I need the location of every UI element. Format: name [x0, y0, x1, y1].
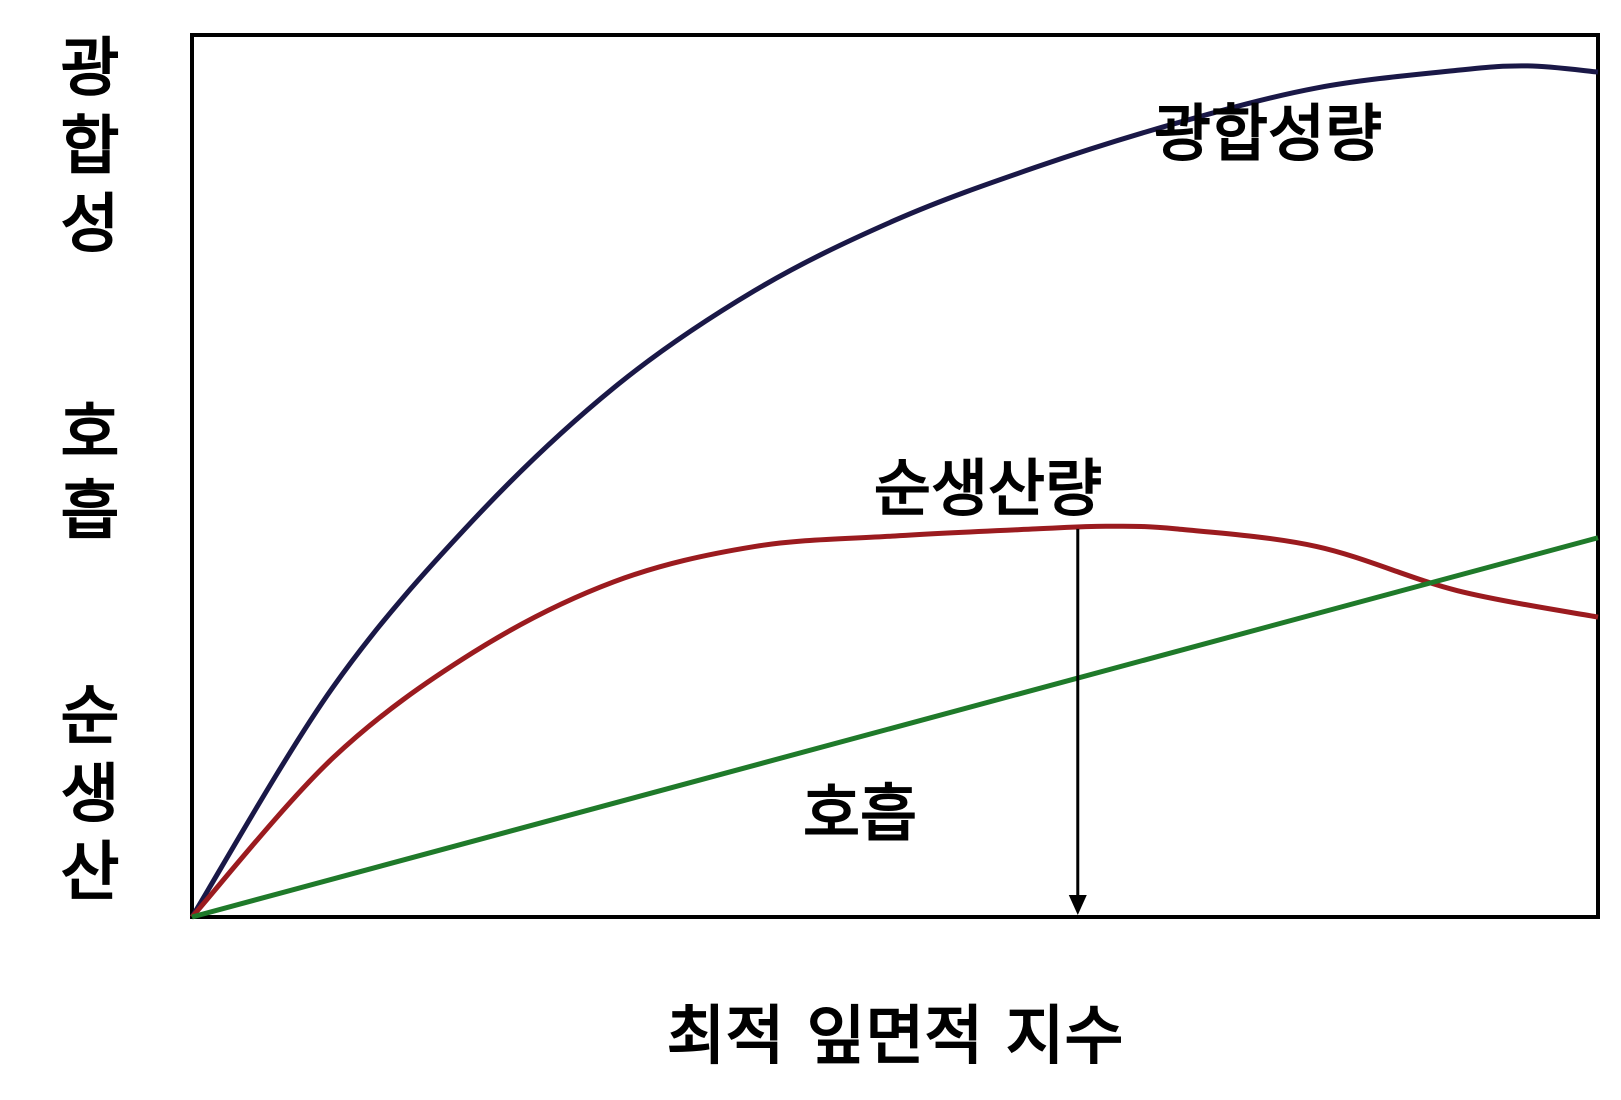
series-label-net-production: 순생산량 — [874, 452, 1102, 525]
annotation-layer — [1068, 528, 1087, 915]
y-axis-label-char: 호 — [60, 397, 120, 471]
y-axis-label-group-1: 광 합 성 — [40, 30, 140, 264]
series-layer — [189, 63, 1599, 920]
y-axis-label-char: 성 — [60, 188, 120, 262]
series-label-photosynthesis: 광합성량 — [1154, 97, 1382, 170]
annotation-arrow-head — [1068, 895, 1087, 915]
y-axis-label-char: 흡 — [60, 475, 120, 549]
series-line-2 — [191, 535, 1599, 920]
series-line-1 — [190, 523, 1599, 919]
y-axis-label-char: 생 — [60, 758, 120, 832]
y-axis-label-char: 합 — [60, 110, 120, 184]
y-axis-label-group-2: 호 흡 — [40, 395, 140, 551]
series-line-0 — [189, 63, 1599, 919]
y-axis-label-char: 순 — [60, 680, 120, 754]
y-axis-label-char: 산 — [60, 836, 120, 910]
series-label-respiration: 호흡 — [803, 777, 917, 850]
y-axis-label-group-3: 순 생 산 — [40, 678, 140, 912]
y-axis-label-char: 광 — [60, 32, 120, 106]
plot-frame — [190, 33, 1600, 919]
x-axis-label: 최적 잎면적 지수 — [666, 1000, 1124, 1074]
